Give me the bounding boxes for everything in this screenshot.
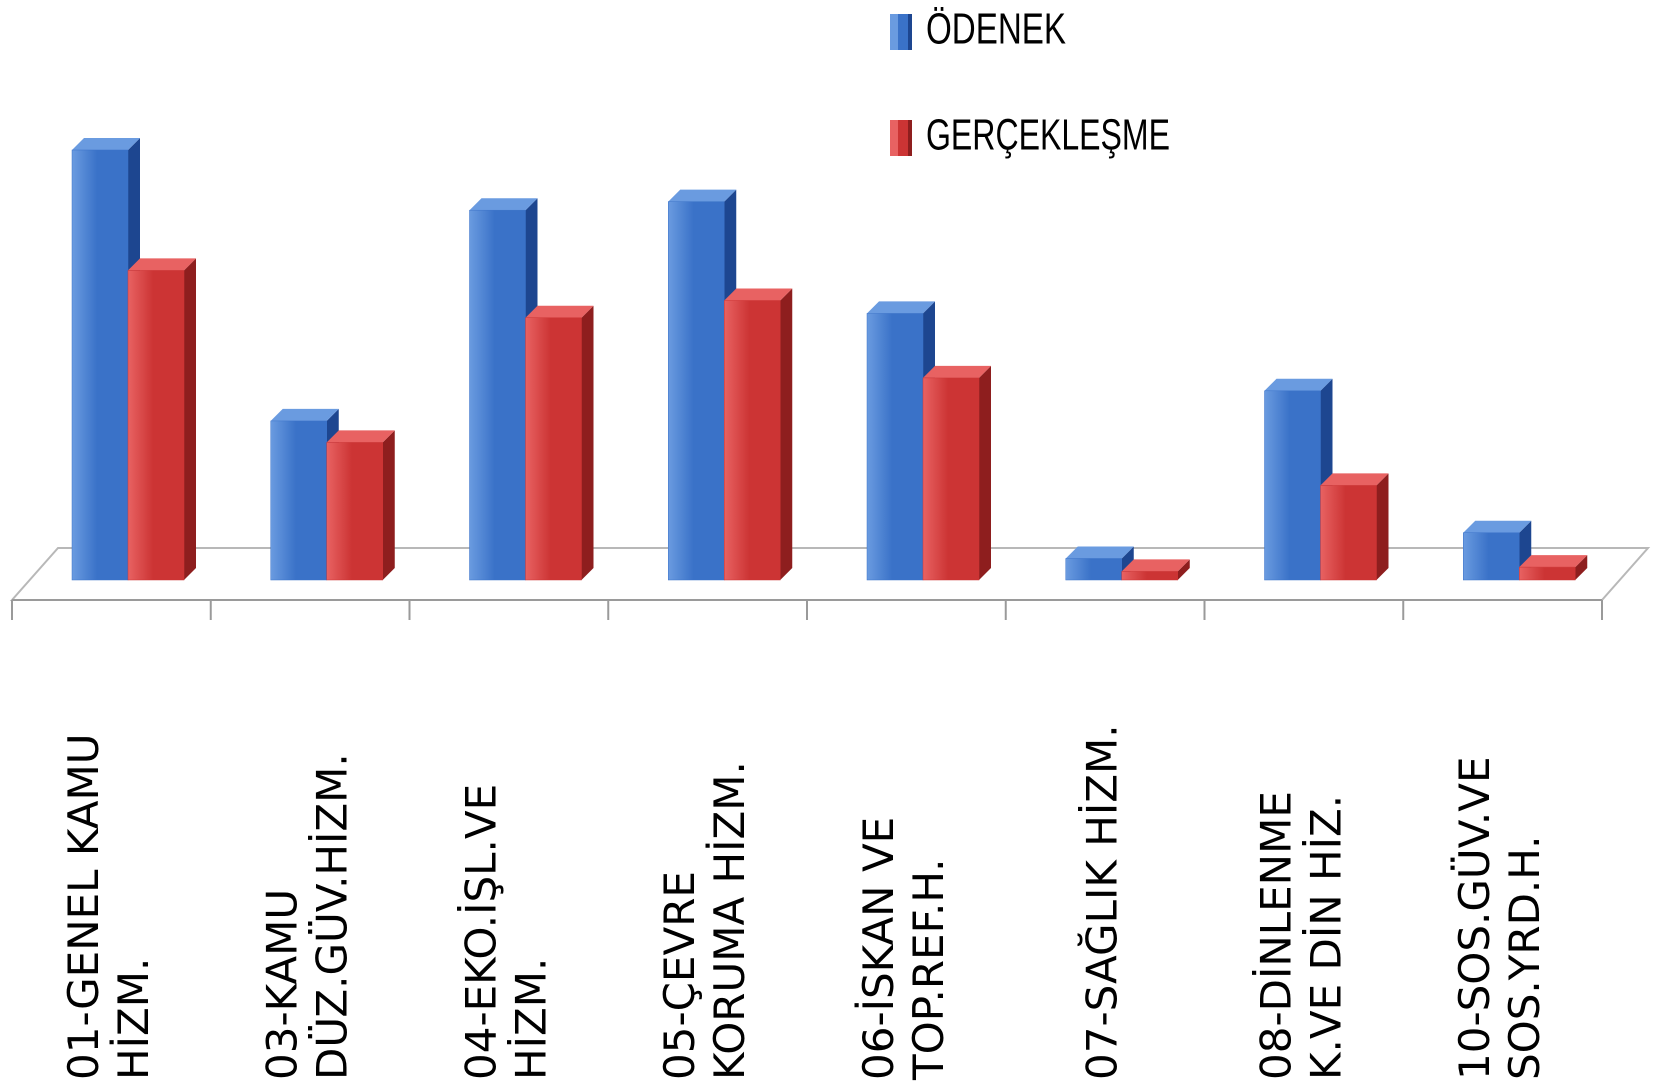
- legend-label: GERÇEKLEŞME: [926, 111, 1170, 160]
- bar-gerceklesme-side: [979, 365, 991, 580]
- bar-odenek-front: [1264, 390, 1321, 581]
- bar-gerceklesme-top: [525, 305, 594, 318]
- bar-gerceklesme-top: [923, 365, 991, 378]
- category-label: 07-SAĞLIK HİZM.: [1077, 724, 1127, 1080]
- bar-gerceklesme: [922, 365, 991, 581]
- legend-item: GERÇEKLEŞME: [890, 111, 1170, 160]
- bar-odenek-top: [1264, 378, 1333, 391]
- category-label: 10-SOS.GÜV.VE: [1449, 756, 1499, 1080]
- legend-label: ÖDENEK: [926, 5, 1066, 54]
- bar-odenek: [1065, 546, 1134, 581]
- category-label: 06-İSKAN VE: [853, 817, 903, 1080]
- bar-gerceklesme-front: [326, 442, 383, 581]
- bar-gerceklesme: [724, 288, 793, 581]
- bar-gerceklesme-top: [724, 288, 793, 301]
- category-label: 04-EKO.İŞL.VE: [455, 784, 505, 1080]
- bar-gerceklesme-side: [382, 430, 395, 580]
- bar-odenek-top: [72, 138, 140, 150]
- bar-gerceklesme-front: [127, 270, 185, 581]
- bar-gerceklesme: [1320, 473, 1389, 581]
- bar-odenek-top: [469, 198, 538, 211]
- bar-gerceklesme-side: [581, 305, 594, 580]
- category-label: KORUMA HİZM.: [704, 761, 754, 1080]
- bar-gerceklesme: [326, 430, 395, 581]
- bar-gerceklesme-side: [1376, 473, 1389, 580]
- bar-odenek-front: [1463, 532, 1520, 581]
- bar-gerceklesme-top: [1519, 555, 1588, 568]
- legend-swatch-highlight: [890, 14, 898, 50]
- bar-gerceklesme-side: [780, 288, 793, 580]
- category-label: 01-GENEL KAMU: [59, 734, 108, 1080]
- bar-gerceklesme-front: [525, 317, 582, 581]
- bar-odenek-front: [270, 420, 327, 581]
- legend-item: ÖDENEK: [890, 5, 1066, 54]
- legend-swatch-shade: [908, 14, 912, 50]
- bar-odenek-front: [71, 149, 129, 581]
- bar-gerceklesme-front: [724, 300, 781, 581]
- category-label: TOP.REF.H.: [904, 858, 953, 1081]
- bar-gerceklesme-side: [1177, 559, 1190, 580]
- bar-gerceklesme-top: [1121, 559, 1190, 572]
- bar-gerceklesme: [127, 258, 196, 581]
- bar-odenek-front: [1065, 558, 1122, 581]
- bar-gerceklesme-top: [1320, 473, 1389, 486]
- category-label: 08-DİNLENME: [1250, 791, 1300, 1080]
- bar-gerceklesme-front: [922, 377, 980, 581]
- legend: ÖDENEK GERÇEKLEŞME: [890, 5, 1170, 160]
- category-label: HİZM.: [505, 958, 555, 1080]
- bar-gerceklesme-top: [128, 258, 196, 271]
- legend-swatch-highlight: [890, 120, 898, 156]
- floor-plane: [9, 547, 1651, 601]
- bar-odenek-front: [866, 313, 924, 581]
- bar-odenek-top: [1463, 520, 1532, 533]
- category-label: DÜZ.GÜV.HİZM.: [307, 753, 357, 1080]
- category-label: 03-KAMU: [258, 889, 307, 1080]
- bar-odenek-top: [270, 408, 339, 421]
- bar-gerceklesme-front: [1519, 566, 1576, 581]
- bar-gerceklesme: [1519, 555, 1588, 581]
- bar-gerceklesme: [525, 305, 594, 581]
- bar-gerceklesme-side: [184, 258, 196, 580]
- chart-floor: [9, 547, 1651, 601]
- category-label: K.VE DİN HİZ.: [1300, 795, 1350, 1080]
- category-labels: 01-GENEL KAMU HİZM. 03-KAMU DÜZ.GÜV.HİZM. 04…: [59, 724, 1549, 1081]
- category-label: SOS.YRD.H.: [1500, 836, 1549, 1080]
- bar-odenek-top: [668, 189, 737, 202]
- bar-gerceklesme-side: [1575, 555, 1588, 580]
- bar-odenek-top: [867, 301, 935, 314]
- bar-odenek-front: [469, 209, 526, 581]
- bars-group: [71, 138, 1588, 581]
- bar-gerceklesme-top: [326, 430, 395, 443]
- category-label: HİZM.: [108, 958, 158, 1080]
- bar-gerceklesme-front: [1320, 485, 1377, 581]
- bar-odenek: [668, 189, 737, 581]
- legend-swatch-shade: [908, 120, 912, 156]
- axis-ticks: [11, 600, 1603, 620]
- bar-gerceklesme: [1121, 559, 1190, 581]
- bar-odenek-front: [668, 201, 725, 581]
- category-label: 05-ÇEVRE: [655, 871, 704, 1080]
- bar-gerceklesme-front: [1121, 571, 1178, 581]
- bar-odenek-top: [1065, 546, 1134, 559]
